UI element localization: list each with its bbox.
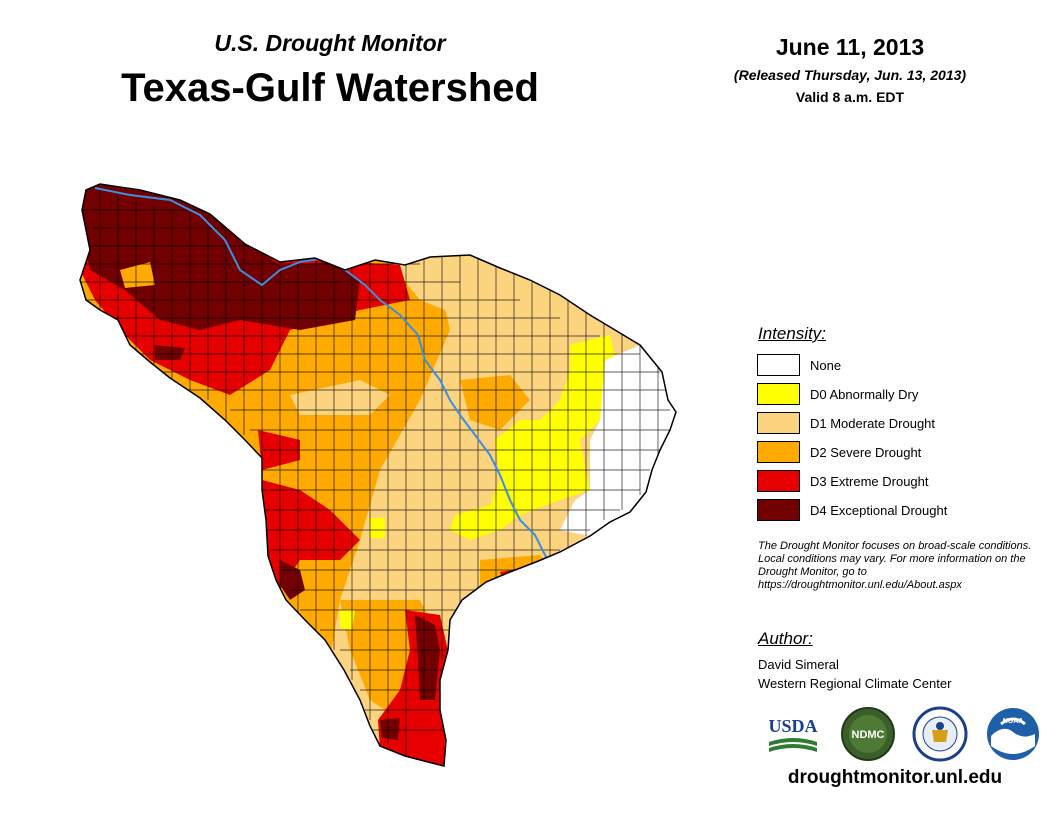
legend-title: Intensity:: [758, 324, 827, 343]
map-subtitle: U.S. Drought Monitor: [214, 30, 446, 56]
d0-spot: [370, 518, 385, 538]
watershed-outline: [79, 183, 677, 767]
commerce-seal-icon: [912, 706, 968, 762]
map-date: June 11, 2013: [775, 34, 925, 60]
legend-label: D4 Exceptional Drought: [810, 503, 948, 518]
legend-item-d2: D2 Severe Drought: [757, 441, 1017, 465]
d4-spot: [155, 345, 185, 360]
release-date: (Released Thursday, Jun. 13, 2013): [733, 67, 967, 83]
drought-map: [79, 183, 677, 767]
ndmc-logo-icon: NDMC: [841, 707, 895, 761]
d4-spot-south: [380, 718, 400, 740]
legend-item-d3: D3 Extreme Drought: [757, 470, 1017, 494]
river-line: [94, 187, 551, 566]
legend-label: D1 Moderate Drought: [810, 416, 936, 431]
legend-label: D2 Severe Drought: [810, 445, 922, 460]
d0-spot-south: [340, 610, 355, 630]
legend-swatch: [757, 441, 800, 463]
valid-time: Valid 8 a.m. EDT: [795, 89, 905, 105]
ndmc-logo[interactable]: NDMC: [840, 706, 896, 762]
d4-area-panhandle: [80, 184, 360, 330]
d2-area-coast: [480, 555, 560, 590]
legend-swatch: [757, 499, 800, 521]
noaa-logo[interactable]: NOAA: [985, 706, 1041, 762]
d2-area-central: [460, 375, 530, 430]
noaa-logo-icon: NOAA: [987, 708, 1039, 760]
noaa-text: NOAA: [1003, 718, 1024, 725]
legend-item-d0: D0 Abnormally Dry: [757, 383, 1017, 407]
ndmc-text: NDMC: [852, 729, 885, 741]
legend-label: D0 Abnormally Dry: [810, 387, 919, 402]
legend-label: D3 Extreme Drought: [810, 474, 929, 489]
author-name: David Simeral: [758, 657, 839, 672]
legend-swatch: [757, 383, 800, 405]
author-heading: Author:: [758, 629, 813, 648]
legend-item-d4: D4 Exceptional Drought: [757, 499, 1017, 523]
legend-label: None: [810, 358, 842, 373]
author-org: Western Regional Climate Center: [758, 676, 952, 691]
d0-area: [450, 335, 620, 540]
commerce-logo[interactable]: [912, 706, 968, 762]
usda-logo-icon: USDA: [768, 716, 818, 752]
legend-swatch: [757, 354, 800, 376]
d1-patch-north: [380, 250, 520, 320]
legend-item-none: None: [757, 354, 1017, 378]
drought-areas: [80, 184, 676, 766]
legend-swatch: [757, 470, 800, 492]
d4-area-south: [415, 615, 440, 700]
disclaimer-note: The Drought Monitor focuses on broad-sca…: [758, 540, 1032, 591]
legend-swatch: [757, 412, 800, 434]
usda-logo[interactable]: USDA: [765, 706, 821, 762]
website-link[interactable]: droughtmonitor.unl.edu: [787, 767, 1003, 788]
d1-patch: [290, 380, 390, 415]
usda-text: USDA: [768, 716, 817, 736]
map-title: Texas-Gulf Watershed: [121, 66, 539, 110]
legend-item-d1: D1 Moderate Drought: [757, 412, 1017, 436]
d2-spot: [120, 262, 155, 288]
county-boundaries: [80, 190, 670, 755]
